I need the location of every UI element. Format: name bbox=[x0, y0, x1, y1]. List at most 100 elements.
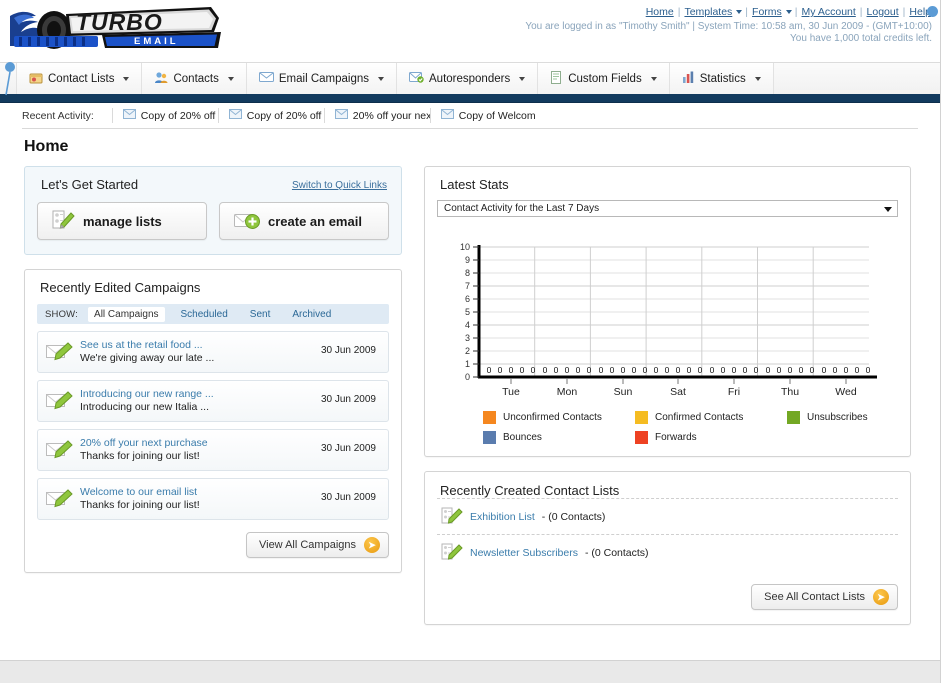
contacts-icon bbox=[154, 71, 168, 87]
campaign-row[interactable]: 20% off your next purchase Thanks for jo… bbox=[37, 429, 389, 471]
campaign-date: 30 Jun 2009 bbox=[320, 492, 376, 503]
tab-custom-fields[interactable]: Custom Fields bbox=[537, 63, 670, 94]
svg-text:0: 0 bbox=[654, 365, 659, 375]
svg-text:2: 2 bbox=[465, 346, 470, 356]
tab-label: Custom Fields bbox=[568, 72, 642, 85]
svg-text:0: 0 bbox=[465, 372, 470, 382]
see-all-contact-lists-button[interactable]: See All Contact Lists ➤ bbox=[751, 584, 898, 610]
svg-text:0: 0 bbox=[799, 365, 804, 375]
main-nav-tabbar: Contact Lists Contacts Email Campaigns A… bbox=[0, 62, 940, 96]
x-axis-ticks bbox=[510, 378, 847, 384]
top-link-templates[interactable]: Templates bbox=[684, 6, 733, 18]
top-link-my-account[interactable]: My Account bbox=[801, 6, 856, 18]
svg-text:1: 1 bbox=[465, 359, 470, 369]
tab-autoresponders[interactable]: Autoresponders bbox=[396, 63, 539, 94]
svg-text:0: 0 bbox=[599, 365, 604, 375]
legend-item-unsubscribes: Unsubscribes bbox=[787, 411, 898, 424]
filter-all-campaigns[interactable]: All Campaigns bbox=[88, 306, 165, 322]
svg-text:Mon: Mon bbox=[557, 386, 578, 398]
top-link-logout[interactable]: Logout bbox=[866, 6, 899, 18]
contact-list-name[interactable]: Newsletter Subscribers bbox=[470, 547, 578, 559]
top-nav-links[interactable]: Home | Templates | Forms | My Account | Logout | H… bbox=[645, 6, 932, 18]
svg-text:3: 3 bbox=[465, 333, 470, 343]
campaign-name[interactable]: 20% off your next purchase bbox=[80, 437, 208, 449]
svg-text:TURBO: TURBO bbox=[76, 9, 163, 35]
filter-archived[interactable]: Archived bbox=[292, 308, 332, 320]
nav-accent-strip bbox=[0, 94, 940, 103]
contact-list-row[interactable]: Newsletter Subscribers - (0 Contacts) bbox=[437, 534, 898, 570]
contact-list-meta: - (0 Contacts) bbox=[541, 511, 606, 523]
tab-email-campaigns[interactable]: Email Campaigns bbox=[245, 63, 397, 94]
contact-list-row[interactable]: Exhibition List - (0 Contacts) bbox=[437, 498, 898, 534]
manage-lists-button[interactable]: manage lists bbox=[37, 202, 207, 240]
help-dot-icon[interactable] bbox=[927, 6, 938, 17]
chevron-down-icon bbox=[650, 76, 657, 81]
see-all-contact-lists-wrap: See All Contact Lists ➤ bbox=[437, 584, 898, 610]
tab-contacts[interactable]: Contacts bbox=[141, 63, 247, 94]
svg-text:0: 0 bbox=[554, 365, 559, 375]
contact-list-name[interactable]: Exhibition List bbox=[470, 511, 535, 523]
statistics-icon bbox=[682, 71, 695, 86]
legend-item-confirmed-contacts: Confirmed Contacts bbox=[635, 411, 787, 424]
campaign-name[interactable]: See us at the retail food ... bbox=[80, 339, 203, 351]
svg-text:0: 0 bbox=[698, 365, 703, 375]
tab-contact-lists[interactable]: Contact Lists bbox=[16, 63, 143, 94]
campaign-filter-bar: SHOW: All Campaigns Scheduled Sent Archi… bbox=[37, 304, 389, 324]
tab-label: Contact Lists bbox=[48, 72, 115, 85]
svg-text:0: 0 bbox=[565, 365, 570, 375]
recent-activity-item[interactable]: Copy of 20% off yo bbox=[217, 108, 324, 123]
view-all-campaigns-button[interactable]: View All Campaigns ➤ bbox=[245, 532, 389, 558]
envelope-plus-icon bbox=[234, 210, 260, 233]
create-an-email-button[interactable]: create an email bbox=[219, 202, 389, 240]
stats-range-select[interactable]: Contact Activity for the Last 7 Days bbox=[437, 200, 898, 217]
top-link-forms[interactable]: Forms bbox=[752, 6, 782, 18]
svg-text:0: 0 bbox=[743, 365, 748, 375]
filter-scheduled[interactable]: Scheduled bbox=[180, 308, 228, 320]
recent-activity-item[interactable]: Copy of Welcome to bbox=[429, 108, 536, 123]
recent-activity-item[interactable]: 20% off your next bbox=[323, 108, 430, 123]
campaign-row[interactable]: Welcome to our email list Thanks for joi… bbox=[37, 478, 389, 520]
nav-separator: | bbox=[677, 6, 681, 18]
svg-text:0: 0 bbox=[621, 365, 626, 375]
recent-activity-item-label: Copy of 20% off yo bbox=[140, 109, 218, 122]
contact-list-meta: - (0 Contacts) bbox=[584, 547, 649, 559]
svg-text:0: 0 bbox=[676, 365, 681, 375]
campaign-row[interactable]: See us at the retail food ... We're givi… bbox=[37, 331, 389, 373]
footer bbox=[0, 661, 940, 683]
filter-sent[interactable]: Sent bbox=[249, 308, 271, 320]
top-link-home[interactable]: Home bbox=[645, 6, 674, 18]
chevron-down-icon bbox=[519, 76, 526, 81]
login-status-text: You are logged in as "Timothy Smith" | S… bbox=[525, 21, 932, 32]
campaign-name[interactable]: Welcome to our email list bbox=[80, 486, 198, 498]
top-link-help[interactable]: Help bbox=[909, 6, 931, 18]
legend-label: Unsubscribes bbox=[807, 412, 868, 423]
campaign-subject: Introducing our new Italia ... bbox=[80, 401, 209, 413]
campaign-name[interactable]: Introducing our new range ... bbox=[80, 388, 214, 400]
recent-activity-item[interactable]: Copy of 20% off yo bbox=[111, 108, 218, 123]
svg-text:Tue: Tue bbox=[502, 386, 520, 398]
recent-activity-bar: Recent Activity: Copy of 20% off yo Copy… bbox=[0, 103, 940, 128]
svg-text:9: 9 bbox=[465, 255, 470, 265]
switch-to-quick-links[interactable]: Switch to Quick Links bbox=[291, 180, 387, 191]
stats-range-value: Contact Activity for the Last 7 Days bbox=[444, 203, 600, 214]
svg-text:0: 0 bbox=[520, 365, 525, 375]
legend-swatch bbox=[483, 411, 496, 424]
get-started-panel: Let's Get Started Switch to Quick Links bbox=[24, 166, 402, 255]
view-all-campaigns-wrap: View All Campaigns ➤ bbox=[37, 532, 389, 558]
nav-separator: | bbox=[794, 6, 798, 18]
legend-label: Unconfirmed Contacts bbox=[503, 412, 602, 423]
recent-activity-item-label: Copy of Welcome to bbox=[458, 109, 536, 122]
tab-statistics[interactable]: Statistics bbox=[668, 63, 774, 94]
tab-label: Autoresponders bbox=[429, 72, 511, 85]
svg-text:4: 4 bbox=[465, 320, 470, 330]
campaign-text: 20% off your next purchase Thanks for jo… bbox=[80, 437, 208, 463]
svg-text:Sun: Sun bbox=[614, 386, 633, 398]
svg-text:6: 6 bbox=[465, 294, 470, 304]
campaign-row[interactable]: Introducing our new range ... Introducin… bbox=[37, 380, 389, 422]
create-an-email-label: create an email bbox=[268, 213, 362, 229]
svg-text:Wed: Wed bbox=[835, 386, 857, 398]
campaign-date: 30 Jun 2009 bbox=[320, 394, 376, 405]
x-axis-labels: Tue Mon Sun Sat Fri Thu Wed bbox=[502, 386, 857, 398]
